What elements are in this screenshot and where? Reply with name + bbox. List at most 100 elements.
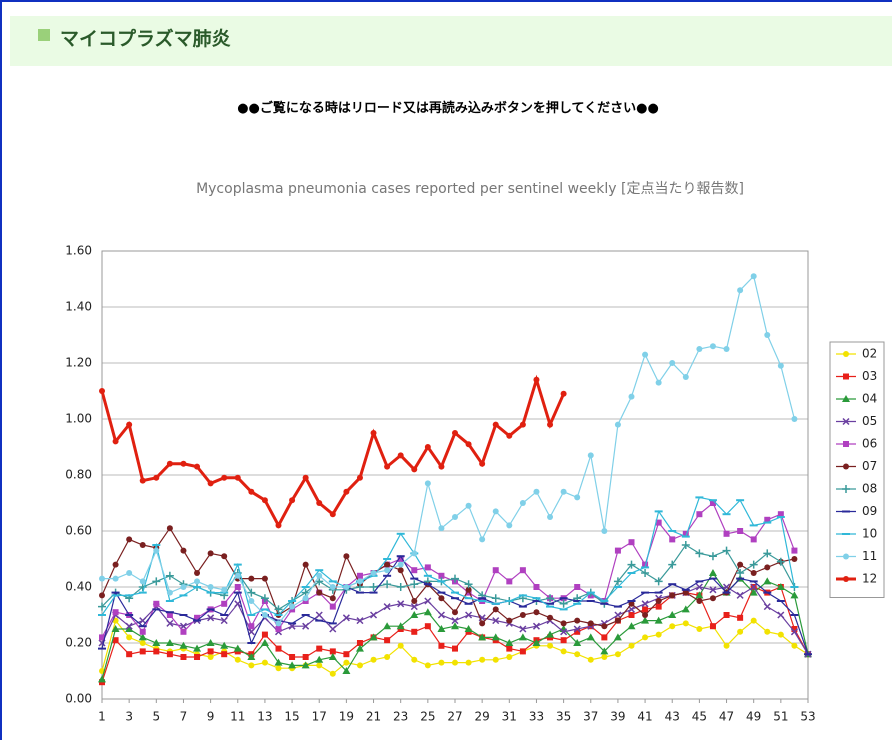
marker [451, 617, 459, 625]
marker [777, 511, 784, 518]
marker [166, 612, 173, 618]
marker [248, 575, 255, 582]
x-tick-label: 7 [180, 710, 188, 724]
marker [547, 642, 554, 649]
marker [491, 633, 500, 641]
marker [343, 651, 350, 658]
marker [384, 567, 391, 574]
marker [709, 343, 716, 350]
marker [519, 625, 527, 633]
marker [641, 569, 650, 577]
marker [479, 536, 486, 543]
marker [641, 600, 649, 608]
marker [316, 500, 323, 506]
marker [194, 570, 201, 576]
marker [642, 606, 649, 613]
marker [424, 444, 431, 450]
marker [397, 567, 404, 574]
header-icon [38, 29, 50, 41]
marker [139, 628, 146, 635]
x-tick-label: 17 [312, 710, 327, 724]
x-tick-label: 13 [257, 710, 272, 724]
x-tick-label: 15 [284, 710, 299, 724]
marker [139, 578, 146, 585]
x-tick-label: 11 [230, 710, 245, 724]
marker [275, 620, 282, 627]
marker [342, 667, 351, 674]
marker [234, 474, 241, 481]
marker [695, 549, 704, 558]
marker [627, 560, 636, 569]
legend-label: 02 [862, 347, 877, 361]
marker [356, 662, 363, 669]
marker [99, 388, 105, 394]
y-tick-label: 0.40 [65, 580, 92, 594]
marker [654, 577, 663, 586]
marker [843, 441, 849, 447]
marker [220, 617, 228, 625]
marker [560, 637, 567, 644]
x-tick-label: 27 [447, 710, 462, 724]
marker [708, 569, 717, 576]
marker [777, 631, 784, 638]
marker [723, 612, 730, 618]
marker [723, 346, 730, 352]
marker [628, 600, 635, 607]
marker [655, 603, 662, 610]
marker [642, 561, 649, 568]
marker [370, 570, 377, 576]
marker [547, 421, 554, 428]
series [98, 555, 812, 656]
marker [669, 592, 676, 599]
legend-label: 10 [862, 527, 877, 541]
marker [207, 480, 214, 487]
marker [180, 654, 187, 660]
marker [194, 578, 201, 585]
marker [423, 608, 432, 616]
marker [776, 583, 785, 590]
marker [370, 656, 377, 663]
marker [166, 525, 173, 532]
marker [369, 583, 378, 591]
marker [111, 625, 120, 632]
marker [302, 595, 309, 602]
marker [248, 488, 255, 495]
marker [750, 570, 757, 576]
marker [682, 530, 689, 537]
marker [737, 528, 744, 534]
x-tick-label: 25 [420, 710, 435, 724]
marker [560, 488, 567, 495]
marker [126, 421, 133, 428]
marker [764, 332, 771, 338]
marker [99, 592, 105, 599]
marker [708, 552, 717, 561]
marker [587, 656, 594, 663]
marker [506, 645, 513, 652]
marker [397, 452, 404, 459]
marker [533, 609, 540, 616]
marker [709, 500, 716, 506]
y-tick-label: 0.60 [65, 524, 92, 538]
marker [464, 625, 473, 632]
marker [574, 628, 581, 635]
legend-box [829, 341, 885, 598]
marker [750, 273, 757, 280]
marker [329, 511, 336, 518]
marker [383, 603, 391, 611]
marker [234, 572, 241, 579]
marker [763, 577, 772, 585]
legend-label: 09 [862, 504, 877, 518]
marker [396, 622, 405, 630]
marker [614, 611, 622, 619]
marker [750, 617, 757, 624]
marker [289, 603, 296, 610]
marker [532, 622, 540, 630]
marker [452, 609, 458, 616]
marker [343, 488, 350, 495]
marker [247, 653, 256, 660]
marker [533, 376, 540, 383]
marker [329, 648, 336, 655]
marker [737, 614, 744, 621]
marker [329, 625, 337, 633]
marker [356, 572, 363, 579]
